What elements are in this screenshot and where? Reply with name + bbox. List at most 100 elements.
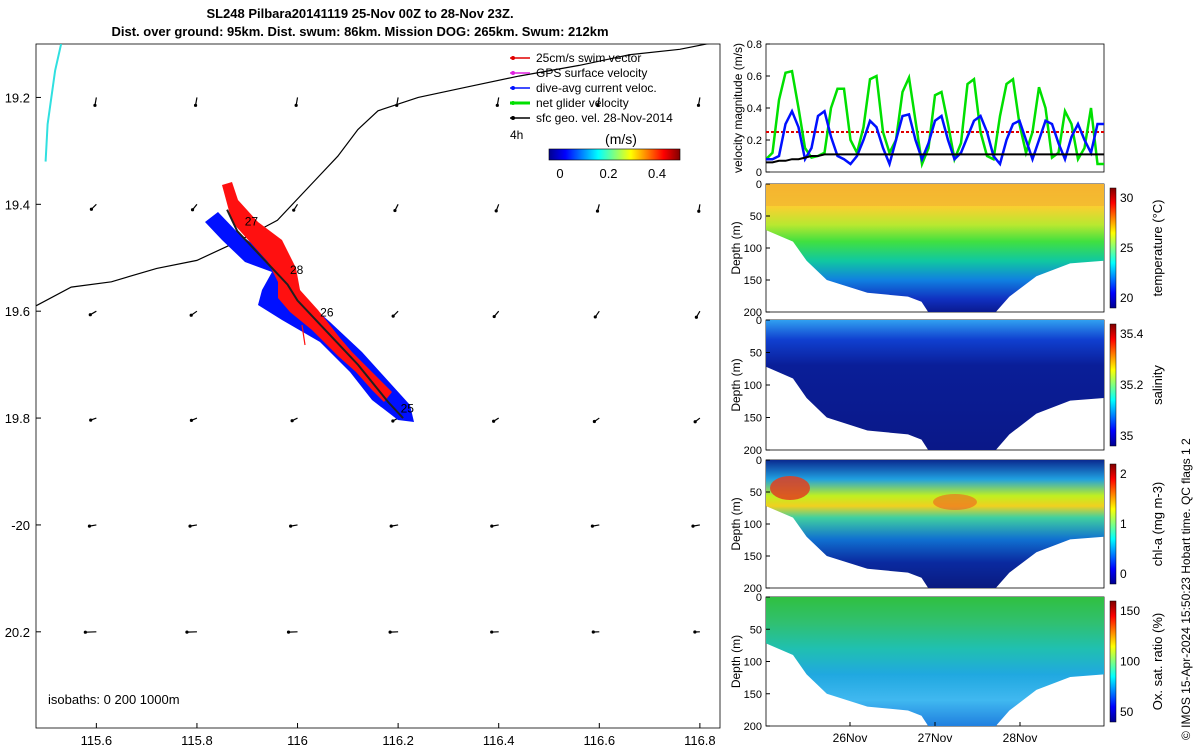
current-vector-head [393, 208, 397, 213]
current-vector-head [691, 524, 695, 528]
current-vector-head [292, 208, 296, 212]
map-xtick-label: 116.8 [684, 733, 716, 748]
current-vector-head [391, 419, 395, 423]
current-vector-head [190, 208, 195, 212]
current-vector-head [693, 630, 697, 634]
credit-text: © IMOS 15-Apr-2024 15:50:23 Hobart time.… [1179, 438, 1193, 740]
current-vector-head [289, 524, 293, 528]
legend-marker [511, 71, 515, 75]
sect-oxygen-xtick-label: 26Nov [833, 731, 868, 745]
sect-chla-ytick-label: 0 [756, 455, 762, 467]
track-day-label: 25 [401, 402, 415, 416]
sect-oxygen-colorbar [1109, 600, 1117, 723]
sect-salinity-ytick-label: 50 [750, 348, 762, 360]
current-vector-head [189, 418, 194, 423]
legend-entry-label: GPS surface velocity [536, 66, 647, 80]
current-vector-head [395, 103, 399, 107]
current-vector-head [391, 314, 395, 318]
colorbar-title: (m/s) [605, 131, 637, 147]
colorbar-tick-label: 0.2 [599, 166, 617, 181]
current-vector-head [87, 524, 92, 528]
legend-marker [511, 56, 515, 60]
isobath-line [36, 44, 710, 307]
sect-chla-ytick-label: 200 [744, 583, 762, 595]
current-vector-head [591, 630, 595, 634]
sect-chla-ylabel: Depth (m) [729, 497, 743, 550]
sect-oxygen-ytick-label: 0 [756, 592, 762, 604]
sect-temperature-colorbar-label: temperature (°C) [1150, 200, 1165, 297]
map-plot-area: 27 28 26 25 [36, 44, 710, 634]
sect-temperature-ytick-label: 150 [744, 275, 762, 287]
velocity-series-line [766, 153, 1104, 164]
coastline [44, 44, 63, 162]
current-vector-head [490, 630, 494, 634]
sect-chla-bloom-patch [933, 494, 977, 510]
current-vector-head [188, 524, 192, 528]
velocity-ytick-label: 0.6 [747, 71, 762, 83]
velocity-series-line [766, 69, 1104, 169]
sect-chla-bloom-patch [770, 476, 810, 500]
sect-oxygen-xtick-label: 27Nov [918, 731, 953, 745]
velocity-plot-area [766, 69, 1104, 169]
current-vector-head [193, 103, 198, 107]
chart-title-line2: Dist. over ground: 95km. Dist. swum: 86k… [111, 24, 609, 39]
current-vector-head [388, 630, 392, 634]
colorbar-tick-label: 0.4 [648, 166, 666, 181]
sect-chla-colorbar-label: chl-a (mg m-3) [1150, 482, 1165, 567]
sect-chla-ytick-label: 100 [744, 519, 762, 531]
map-ytick-label: 19.4 [5, 197, 30, 212]
glider-track [226, 209, 404, 419]
current-vector-head [593, 315, 597, 319]
current-vector-head [492, 419, 496, 423]
sect-chla-ytick-label: 150 [744, 551, 762, 563]
track-day-label: 26 [320, 306, 334, 320]
sect-oxygen-colorbar-tick-label: 50 [1120, 705, 1134, 719]
legend-entry-label: sfc geo. vel. 28-Nov-2014 [536, 111, 673, 125]
swim-vector-arrow [301, 324, 306, 346]
sect-oxygen-ytick-label: 50 [750, 624, 762, 636]
velocity-ylabel: velocity magnitude (m/s) [731, 43, 745, 173]
sect-temperature-ytick-label: 0 [756, 179, 762, 191]
velocity-ytick-label: 0.4 [747, 103, 762, 115]
sect-temperature-ytick-label: 200 [744, 307, 762, 319]
current-vector-head [590, 524, 595, 528]
map-ytick-label: 20.2 [5, 625, 30, 640]
sect-salinity-ylabel: Depth (m) [729, 358, 743, 411]
current-vector-head [89, 418, 93, 422]
legend-entry-label: dive-avg current veloc. [536, 81, 657, 95]
map-xtick-label: 116 [287, 733, 308, 748]
current-vector-head [495, 103, 499, 107]
sect-chla-colorbar-tick-label: 1 [1120, 517, 1127, 531]
current-vector-head [294, 103, 298, 107]
track-day-label: 27 [245, 215, 259, 229]
current-vector-head [592, 419, 596, 424]
sect-chla-colorbar [1109, 463, 1117, 585]
sect-oxygen-ytick-label: 150 [744, 689, 762, 701]
current-vector-head [189, 313, 193, 317]
track-day-label: 28 [290, 263, 304, 277]
sect-oxygen-colorbar-tick-label: 150 [1120, 604, 1140, 618]
sect-salinity-ytick-label: 100 [744, 380, 762, 392]
sect-temperature-colorbar [1109, 187, 1117, 309]
map-xtick-label: 116.6 [584, 733, 616, 748]
map-panel: 115.6 115.8 116 116.2 116.4 116.6 116.8 19.2 19.… [5, 43, 721, 748]
sect-salinity-ytick-label: 0 [756, 315, 762, 327]
current-vector-head [696, 103, 701, 107]
sect-salinity-colorbar-tick-label: 35.2 [1120, 378, 1144, 392]
current-vector-head [693, 420, 697, 424]
sect-salinity-ytick-label: 150 [744, 413, 762, 425]
sect-salinity-colorbar [1109, 323, 1117, 447]
current-vector-head [697, 209, 701, 213]
current-vector-head [185, 630, 189, 634]
legend-entry-label: net glider velocity [536, 96, 629, 110]
sect-chla-ytick-label: 50 [750, 487, 762, 499]
sect-oxygen-xtick-label: 28Nov [1003, 731, 1038, 745]
sect-oxygen-ylabel: Depth (m) [729, 635, 743, 688]
legend-marker [511, 86, 515, 90]
sect-oxygen-colorbar-tick-label: 100 [1120, 655, 1140, 669]
velocity-ytick-label: 0.8 [747, 39, 762, 51]
swim-vector-swath [222, 182, 392, 402]
